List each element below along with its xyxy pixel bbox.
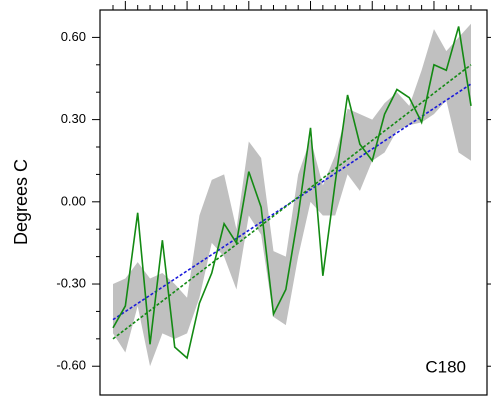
plot-frame (99, 9, 488, 396)
trend-line (112, 83, 472, 321)
annotation: C180 (425, 357, 466, 376)
uncertainty-band (113, 23, 471, 367)
y-tick-label: 0.00 (61, 193, 86, 208)
data-line (112, 26, 472, 360)
trend-line (112, 64, 472, 340)
y-axis-label: Degrees C (11, 159, 31, 245)
y-tick-label: -0.60 (56, 358, 86, 373)
y-tick-label: 0.60 (61, 29, 86, 44)
y-tick-label: 0.30 (61, 111, 86, 126)
y-tick-label: -0.30 (56, 275, 86, 290)
